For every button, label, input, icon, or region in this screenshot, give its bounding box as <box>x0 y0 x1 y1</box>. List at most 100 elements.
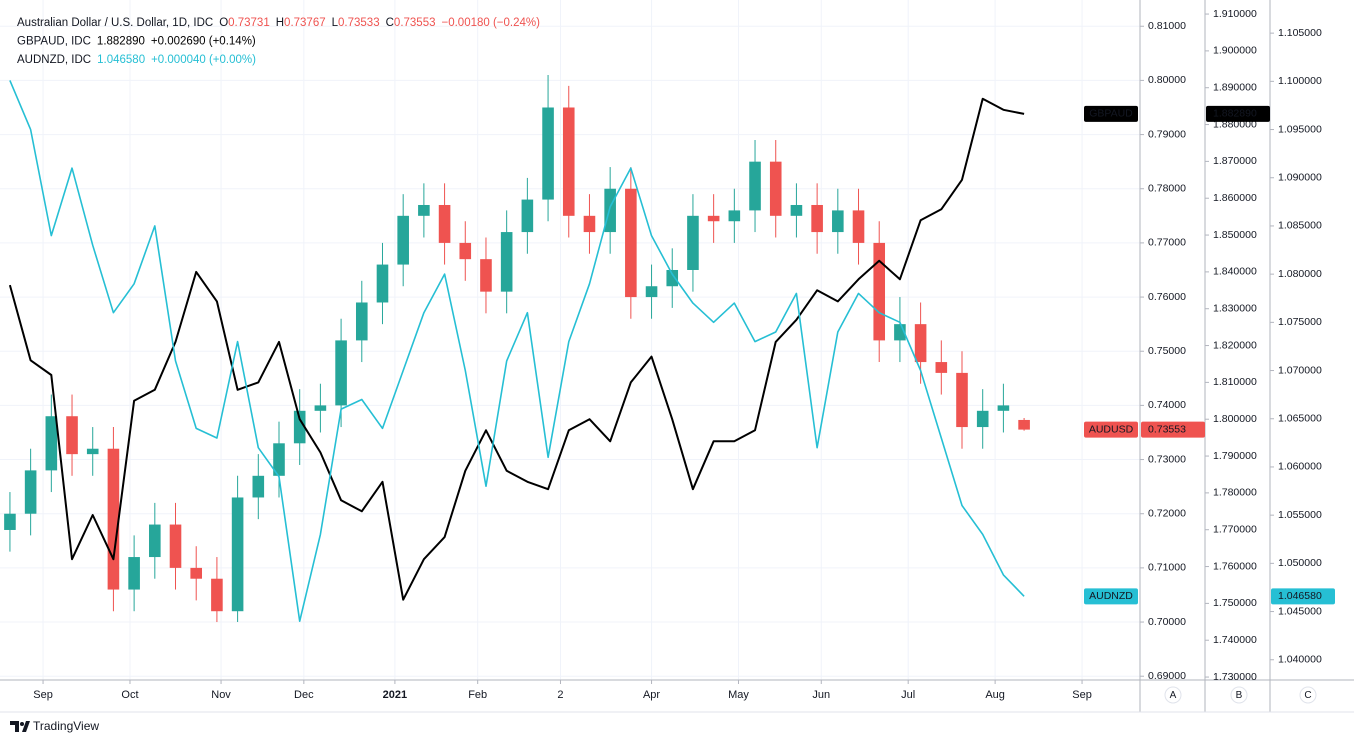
legend-row: Australian Dollar / U.S. Dollar, 1D, IDC… <box>17 17 540 29</box>
candle-body <box>542 107 554 200</box>
legend-item: 1.046580 <box>97 54 145 66</box>
x-tick-label: Jul <box>901 689 915 701</box>
legend-item: 1.882890 <box>97 36 145 48</box>
price-badge <box>1206 105 1270 122</box>
scale-button[interactable] <box>1230 686 1248 704</box>
candle-body <box>976 410 989 428</box>
candle-body <box>790 204 803 216</box>
y-tick-label: 0.80000 <box>1148 74 1186 86</box>
y-tick-label: 1.740000 <box>1213 634 1257 646</box>
legend-item: 0.73767 <box>284 17 326 29</box>
x-tick-label: Nov <box>211 689 231 701</box>
candle-body <box>625 188 637 298</box>
candle-body <box>231 497 244 612</box>
scale-button[interactable] <box>1299 686 1317 704</box>
y-tick-label: 0.81000 <box>1148 20 1186 32</box>
candle-body <box>418 204 430 216</box>
y-tick-label: 1.040000 <box>1278 654 1322 666</box>
y-tick-label: 1.750000 <box>1213 597 1257 609</box>
y-tick-label: 0.70000 <box>1148 616 1186 628</box>
y-tick-label: 0.69000 <box>1148 670 1186 682</box>
candle-body <box>749 161 761 211</box>
y-tick-label: 1.890000 <box>1213 81 1257 93</box>
legend-item: Australian Dollar / U.S. Dollar, 1D, IDC <box>17 17 213 29</box>
y-tick-label: 1.075000 <box>1278 316 1322 328</box>
candle-body <box>438 204 451 243</box>
candle-body <box>66 416 78 455</box>
series-name-label: AUDNZD <box>1089 590 1133 602</box>
y-tick-label: 0.73000 <box>1148 453 1186 465</box>
candle-body <box>666 269 679 287</box>
y-tick-label: 1.830000 <box>1213 303 1257 315</box>
candle-body <box>707 215 720 222</box>
y-tick-label: 1.800000 <box>1213 413 1257 425</box>
y-tick-label: 1.870000 <box>1213 155 1257 167</box>
y-tick-label: 1.095000 <box>1278 123 1322 135</box>
x-tick-label: Feb <box>468 689 487 701</box>
logo-mark <box>22 721 30 732</box>
candle-body <box>190 567 203 579</box>
x-tick-label: Dec <box>294 689 314 701</box>
candle-body <box>500 232 513 292</box>
x-tick-label: Apr <box>643 689 660 701</box>
candle-body <box>852 210 865 243</box>
price-badge <box>1141 421 1205 438</box>
candle-body <box>86 448 99 455</box>
line-series <box>9 80 1025 622</box>
candle-body <box>169 524 182 568</box>
scale-button-label[interactable]: B <box>1236 690 1243 701</box>
y-tick-label: 1.900000 <box>1213 45 1257 57</box>
grid <box>0 0 1140 680</box>
candle-body <box>645 286 658 298</box>
brand-name[interactable]: TradingView <box>33 719 99 733</box>
y-tick-label: 1.060000 <box>1278 461 1322 473</box>
legend-item: 0.73533 <box>338 17 380 29</box>
logo-dot <box>20 722 24 726</box>
legend-item: H <box>276 17 284 29</box>
x-tick-label: 2021 <box>383 689 407 701</box>
candle-body <box>997 405 1010 411</box>
y-tick-label: 1.050000 <box>1278 557 1322 569</box>
candle-body <box>211 578 223 612</box>
series-name-badge <box>1084 105 1138 122</box>
candle-body <box>769 161 782 216</box>
candle-body <box>832 210 844 233</box>
scale-button[interactable] <box>1164 686 1182 704</box>
x-tick-label: Sep <box>1072 689 1092 701</box>
price-badges: AUDUSD 0.73553 GBPAUD 1.882890 AUDNZD 1.04658… <box>1084 105 1335 605</box>
x-tick-label: 2 <box>557 689 563 701</box>
series-name-badge <box>1084 588 1138 605</box>
legend-item: +0.000040 (+0.00%) <box>151 54 256 66</box>
y-tick-label: 1.080000 <box>1278 268 1322 280</box>
candle-body <box>273 443 285 476</box>
legend-item: C <box>386 17 394 29</box>
candle-body <box>956 372 968 428</box>
scale-button-label[interactable]: A <box>1170 690 1177 701</box>
y-tick-label: 1.090000 <box>1278 172 1322 184</box>
candle-body <box>293 410 306 444</box>
y-tick-label: 0.74000 <box>1148 399 1186 411</box>
price-badge-label: 0.73553 <box>1148 423 1186 435</box>
candle-body <box>376 264 389 303</box>
candle-body <box>894 324 906 341</box>
y-tick-label: 0.72000 <box>1148 507 1186 519</box>
candle-body <box>45 416 58 471</box>
y-tick-label: 1.840000 <box>1213 266 1257 278</box>
brand-logo[interactable]: TradingView <box>10 719 99 733</box>
candle-body <box>24 470 37 514</box>
legend-item: 0.73731 <box>228 17 270 29</box>
y-tick-label: 1.790000 <box>1213 450 1257 462</box>
candle-body <box>583 215 596 233</box>
plot <box>4 74 1030 623</box>
x-tick-label: Sep <box>33 689 53 701</box>
y-tick-label: 0.71000 <box>1148 562 1186 574</box>
candle-body <box>128 557 140 590</box>
y-tick-label: 0.79000 <box>1148 128 1186 140</box>
axes: Sep Oct Nov Dec 2021 Feb 2 Apr May Jun Jul Aug Sep 0.… <box>0 0 1354 713</box>
y-tick-label: 1.880000 <box>1213 118 1257 130</box>
series-name-label: AUDUSD <box>1089 423 1134 435</box>
scale-button-label[interactable]: C <box>1304 690 1311 701</box>
